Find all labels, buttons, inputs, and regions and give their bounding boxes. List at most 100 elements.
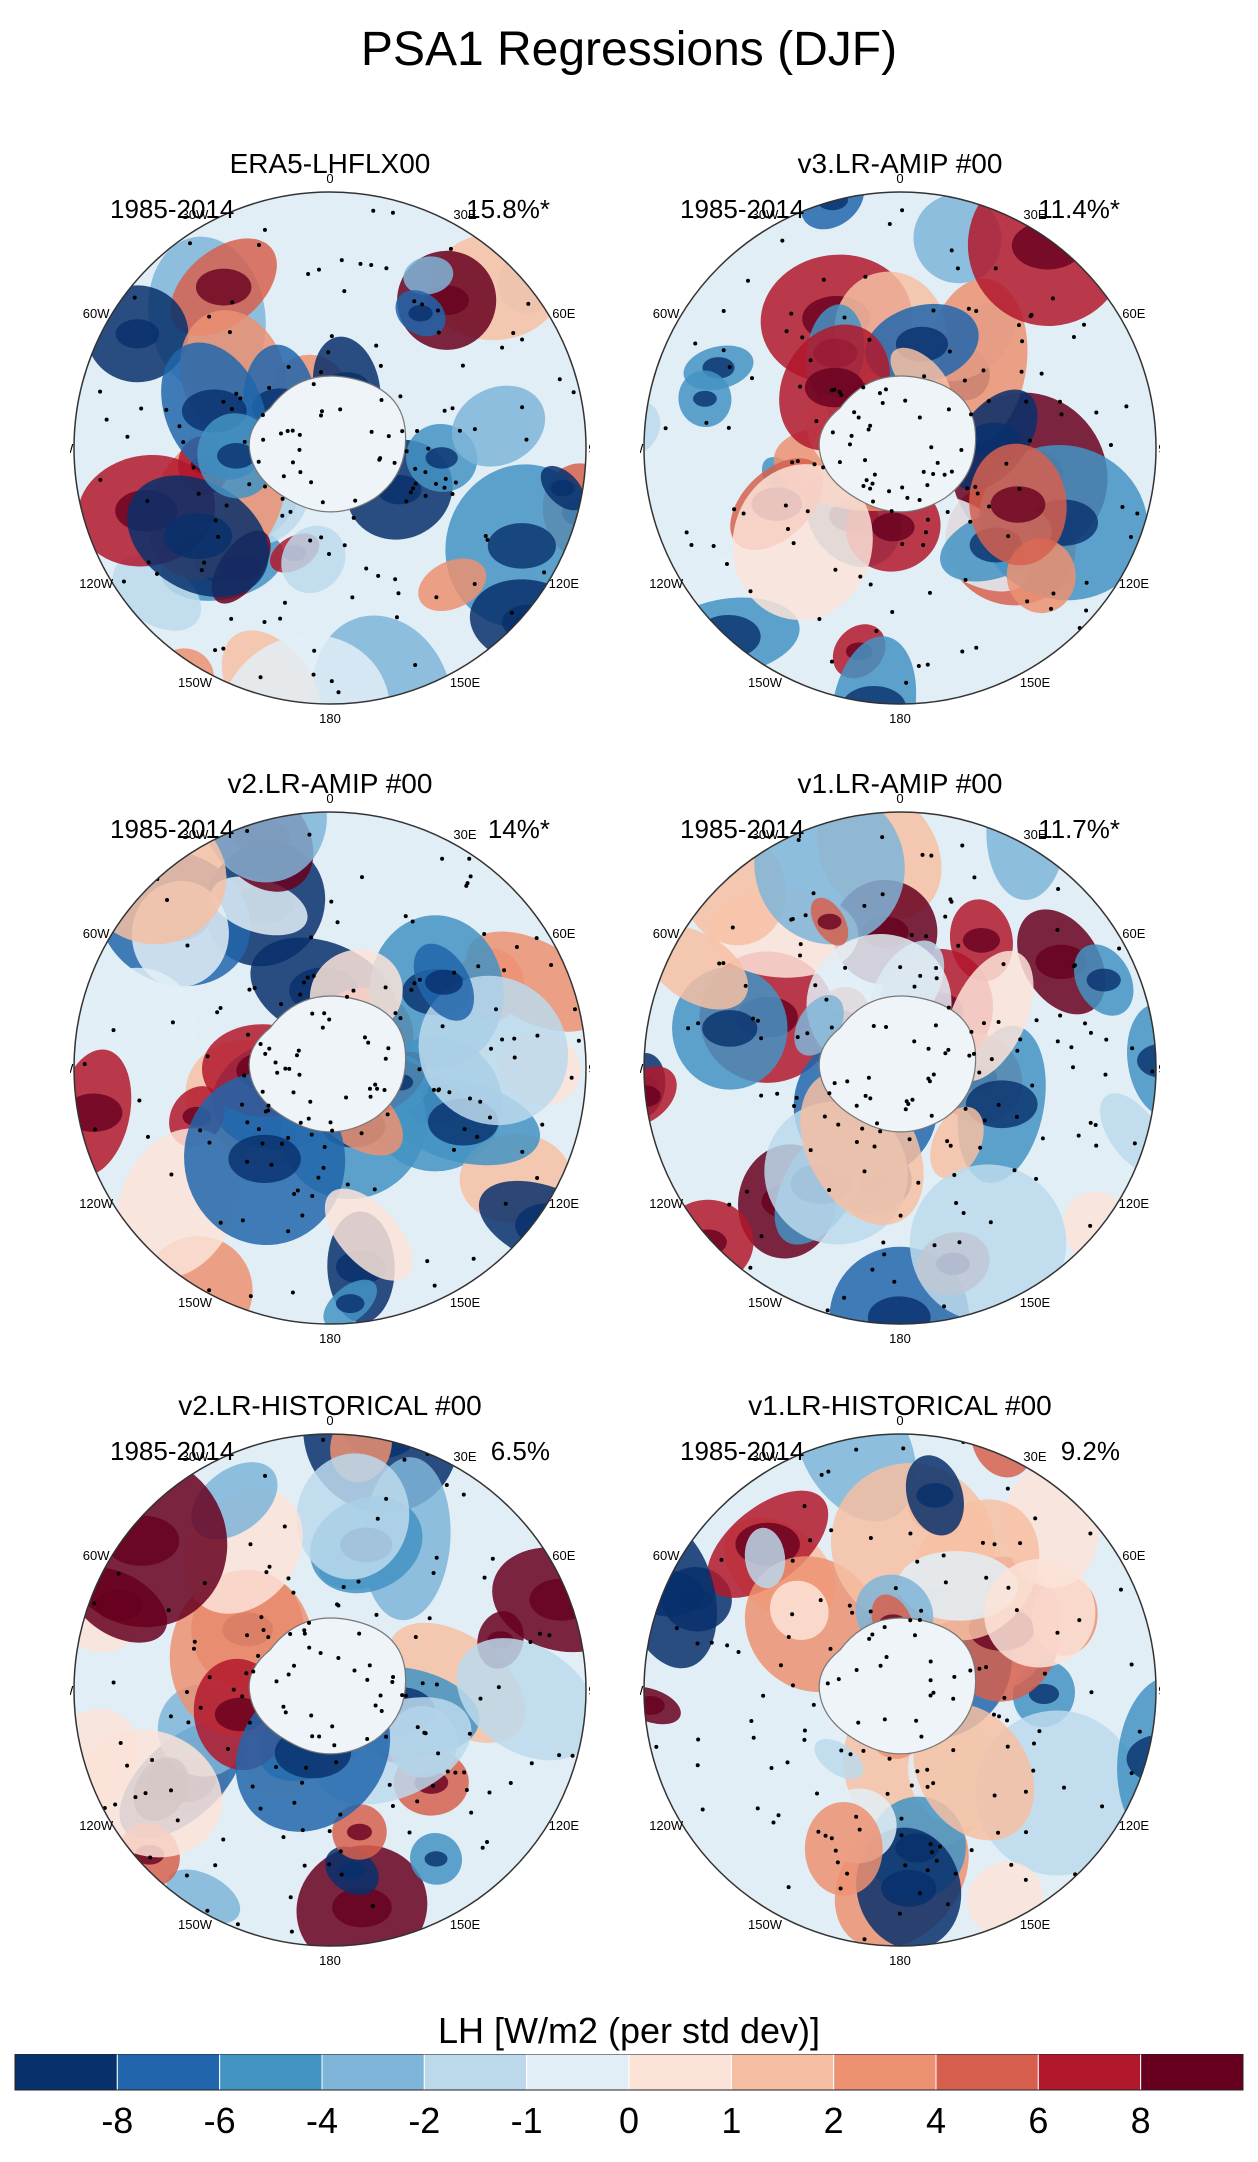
polar-map: 0 30E 60E 90E 120E 150E 180 150W 120W 90W 60W 30W [70,791,590,1346]
lon-label-30E: 30E [1023,207,1046,222]
map-panel-2: 0 30E 60E 90E 120E 150E 180 150W 120W 90W 60W 30W v3… [640,148,1160,748]
colorbar-title: LH [W/m2 (per std dev)] [437,2010,821,2051]
lon-label-60E: 60E [1122,1548,1145,1563]
colorbar-tick-label: -1 [510,2100,543,2141]
lon-label-30E: 30E [453,207,476,222]
colorbar-swatch [219,2054,323,2091]
panel-percent: 6.5% [490,1436,550,1466]
lon-label-120W: 120W [649,1196,684,1211]
lon-label-120E: 120E [1119,576,1150,591]
colorbar-swatch [526,2054,630,2091]
map-panel-6: 0 30E 60E 90E 120E 150E 180 150W 120W 90W 60W 30W v1… [640,1390,1160,1990]
map-panel-5: 0 30E 60E 90E 120E 150E 180 150W 120W 90W 60W 30W v2… [70,1390,590,1990]
lon-label-60W: 60W [653,926,680,941]
lon-label-120W: 120W [79,1196,114,1211]
panel-period: 1985-2014 [680,194,805,224]
panel-percent: 9.2% [1060,1436,1120,1466]
lon-label-30E: 30E [453,827,476,842]
lon-label-120E: 120E [549,1196,580,1211]
lon-label-150W: 150W [748,1295,783,1310]
lon-label-90W: 90W [640,441,644,456]
lon-label-90W: 90W [640,1061,644,1076]
map-panel-4: 0 30E 60E 90E 120E 150E 180 150W 120W 90W 60W 30W v1… [640,768,1160,1368]
lon-label-60W: 60W [83,926,110,941]
colorbar-swatch [116,2054,221,2091]
lon-label-30W: 30W [182,827,209,842]
panel-percent: 11.7%* [1038,814,1120,844]
lon-label-30W: 30W [182,1449,209,1464]
lon-label-150E: 150E [450,1295,481,1310]
lon-label-30W: 30W [182,207,209,222]
lon-label-180: 180 [889,1331,911,1346]
map-panel-3: 0 30E 60E 90E 120E 150E 180 150W 120W 90W 60W 30W v2… [70,768,590,1368]
lon-label-180: 180 [319,1331,341,1346]
lon-label-120W: 120W [79,1818,114,1833]
lon-label-150W: 150W [178,675,213,690]
antarctica-outline [818,375,977,513]
lon-label-180: 180 [319,711,341,726]
lon-label-150W: 150W [748,1917,783,1932]
lon-label-150E: 150E [1020,1917,1051,1932]
lon-label-180: 180 [889,1953,911,1968]
colorbar-tick-label: -4 [305,2100,338,2141]
lon-label-60W: 60W [653,306,680,321]
lon-label-60E: 60E [1122,926,1145,941]
colorbar-tick-label: 4 [925,2100,947,2141]
lon-label-60W: 60W [653,1548,680,1563]
lon-label-30W: 30W [752,207,779,222]
panel-period: 1985-2014 [680,1436,805,1466]
lon-label-0: 0 [896,791,903,806]
colorbar-tick-label: 8 [1130,2100,1151,2141]
colorbar-swatch [833,2054,937,2091]
colorbar-swatch [14,2054,118,2091]
lon-label-150E: 150E [1020,675,1051,690]
polar-map: 0 30E 60E 90E 120E 150E 180 150W 120W 90W 60W 30W [70,171,590,726]
lon-label-30E: 30E [1023,1449,1046,1464]
panel-title: v1.LR-AMIP #00 [797,768,1003,799]
colorbar-swatch [628,2054,732,2091]
polar-map: 0 30E 60E 90E 120E 150E 180 150W 120W 90W 60W 30W [640,791,1160,1346]
lon-label-90E: 90E [1158,1683,1160,1698]
lon-label-30W: 30W [752,827,779,842]
map-panel-1: 0 30E 60E 90E 120E 150E 180 150W 120W 90W 60W 30W ER… [70,148,590,748]
lon-label-60E: 60E [552,1548,575,1563]
lon-label-120E: 120E [1119,1818,1150,1833]
panel-title: v1.LR-HISTORICAL #00 [748,1390,1052,1421]
panel-title: v3.LR-AMIP #00 [797,148,1003,179]
lon-label-90E: 90E [1158,1061,1160,1076]
lon-label-30E: 30E [1023,827,1046,842]
colorbar-swatch [935,2054,1039,2091]
lon-label-0: 0 [326,171,333,186]
panel-period: 1985-2014 [110,194,235,224]
colorbar-tick-label: -6 [203,2100,236,2141]
colorbar-tick-label: 0 [618,2100,640,2141]
lon-label-90E: 90E [588,441,590,456]
lon-label-90E: 90E [1158,441,1160,456]
antarctica-outline [818,995,977,1133]
lon-label-30E: 30E [453,1449,476,1464]
polar-map: 0 30E 60E 90E 120E 150E 180 150W 120W 90W 60W 30W [640,1413,1160,1968]
panel-percent: 14%* [487,814,550,844]
lon-label-90W: 90W [70,1683,74,1698]
lon-label-90W: 90W [70,1061,74,1076]
lon-label-90W: 90W [70,441,74,456]
antarctica-outline [248,995,407,1133]
lon-label-120W: 120W [649,1818,684,1833]
panel-percent: 11.4%* [1038,194,1120,224]
lon-label-90E: 90E [588,1683,590,1698]
antarctica-outline [248,375,407,513]
lon-label-150W: 150W [178,1295,213,1310]
figure-title: PSA1 Regressions (DJF) [360,23,898,76]
lon-label-90E: 90E [588,1061,590,1076]
colorbar-swatch [423,2054,528,2091]
lon-label-150E: 150E [450,1917,481,1932]
colorbar-tick-label: 6 [1028,2100,1049,2141]
panel-period: 1985-2014 [680,814,805,844]
colorbar-swatch [321,2054,425,2091]
lon-label-0: 0 [326,1413,333,1428]
lon-label-60W: 60W [83,1548,110,1563]
lon-label-60W: 60W [83,306,110,321]
lon-label-120W: 120W [649,576,684,591]
lon-label-60E: 60E [552,926,575,941]
antarctica-outline [248,1617,407,1755]
